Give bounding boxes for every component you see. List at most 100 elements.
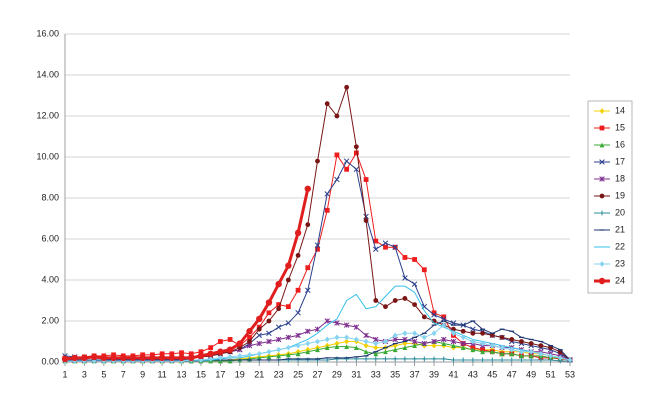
marker (236, 340, 244, 347)
marker (276, 306, 282, 312)
marker (421, 334, 427, 341)
marker (599, 142, 605, 148)
marker (402, 345, 408, 351)
marker (431, 312, 437, 318)
marker (538, 343, 544, 348)
marker (383, 356, 388, 362)
marker (305, 287, 311, 294)
marker (353, 150, 359, 156)
marker (315, 338, 320, 345)
marker (421, 340, 428, 347)
marker (489, 357, 495, 363)
marker (247, 351, 252, 358)
x-tick-label: 37 (410, 369, 420, 379)
marker (431, 342, 437, 349)
marker (285, 352, 291, 358)
marker (149, 354, 156, 362)
legend-label: 23 (615, 258, 625, 268)
marker (528, 353, 534, 359)
marker (470, 326, 476, 332)
marker (247, 335, 252, 340)
marker (266, 354, 272, 360)
legend-label: 19 (615, 190, 625, 200)
marker (528, 341, 534, 346)
marker (451, 330, 456, 337)
marker (421, 267, 427, 273)
marker (470, 347, 476, 353)
marker (441, 322, 447, 328)
y-tick-label: 0.00 (41, 356, 59, 366)
marker (363, 177, 369, 182)
legend-label: 18 (615, 173, 625, 183)
marker (61, 355, 69, 363)
marker (81, 354, 88, 362)
marker (334, 152, 340, 158)
marker (276, 302, 282, 307)
marker (275, 280, 282, 288)
marker (499, 344, 505, 351)
marker (285, 320, 292, 326)
x-tick-label: 51 (546, 369, 556, 379)
marker (451, 343, 456, 348)
marker (528, 348, 534, 355)
marker (450, 338, 457, 345)
marker (402, 330, 408, 337)
marker (256, 326, 262, 332)
marker (509, 346, 515, 353)
marker (324, 345, 330, 351)
marker (383, 349, 388, 355)
marker (402, 275, 408, 281)
marker (402, 255, 408, 260)
x-tick-label: 13 (177, 369, 187, 379)
marker (470, 357, 476, 363)
marker (159, 351, 165, 357)
marker (315, 158, 320, 164)
marker (441, 341, 447, 346)
y-tick-label: 14.00 (36, 69, 59, 79)
x-tick-label: 23 (274, 369, 284, 379)
marker (294, 229, 302, 237)
marker (90, 353, 98, 361)
x-tick-label: 5 (101, 369, 106, 379)
marker (305, 265, 311, 271)
y-tick-label: 8.00 (41, 192, 59, 202)
marker (412, 257, 418, 262)
marker (480, 349, 485, 355)
marker (382, 240, 389, 246)
legend-label: 20 (615, 207, 625, 217)
marker (237, 352, 243, 359)
x-tick-label: 25 (293, 369, 303, 379)
marker (314, 242, 321, 248)
legend-label: 22 (615, 241, 625, 251)
marker (599, 261, 605, 267)
marker (120, 354, 127, 362)
marker (217, 339, 223, 344)
marker (480, 357, 485, 363)
marker (315, 246, 320, 252)
x-tick-label: 53 (565, 369, 575, 379)
marker (373, 351, 379, 357)
marker (412, 330, 418, 337)
marker (383, 244, 388, 250)
legend-label: 21 (615, 224, 625, 234)
marker (285, 304, 291, 310)
marker (305, 222, 311, 228)
marker (548, 352, 553, 359)
marker (489, 349, 495, 355)
marker (344, 84, 350, 90)
marker (373, 246, 379, 253)
marker (538, 357, 544, 363)
marker (188, 354, 195, 362)
marker (373, 356, 379, 362)
marker (334, 344, 340, 350)
x-tick-label: 45 (487, 369, 497, 379)
marker (412, 356, 418, 362)
marker (412, 343, 418, 348)
x-tick-label: 11 (157, 369, 166, 379)
legend-label: 17 (615, 156, 625, 166)
marker (509, 337, 515, 342)
marker (599, 159, 605, 165)
marker (295, 310, 301, 316)
marker (295, 351, 301, 357)
